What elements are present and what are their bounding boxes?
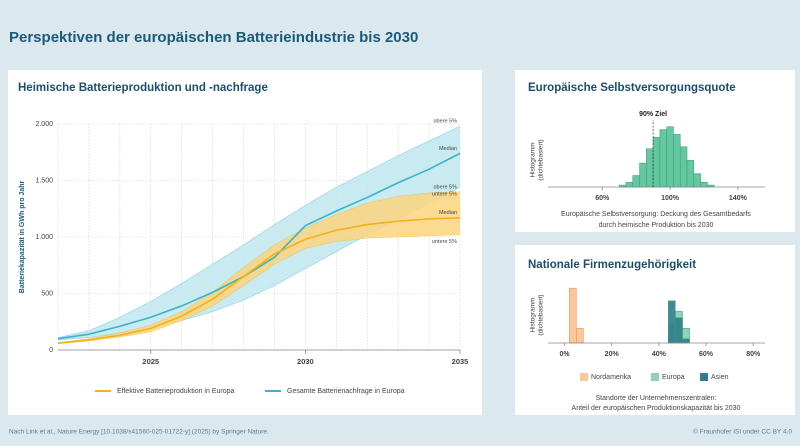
- band-edge: [57, 191, 461, 343]
- x-tick-label: 140%: [729, 195, 748, 202]
- line: [57, 216, 461, 345]
- x-axis-label: Standorte der Unternehmenszentralen:: [595, 395, 716, 402]
- legend-swatch: [580, 373, 588, 381]
- footer-credit: © Fraunhofer ISI under CC BY 4.0: [693, 428, 792, 436]
- chart-title: Europäische Selbstversorgungsquote: [528, 82, 736, 94]
- y-axis-label: (dichtebasiert): [538, 294, 545, 335]
- target-label: 90% Ziel: [639, 111, 667, 118]
- page-title: Perspektiven der europäischen Batteriein…: [9, 29, 418, 46]
- x-tick-label: 0%: [559, 351, 570, 358]
- line: [57, 152, 461, 340]
- bar: [576, 327, 584, 344]
- legend-swatch: [651, 373, 659, 381]
- bar: [625, 181, 634, 188]
- panel: [8, 70, 482, 415]
- y-tick-label: 1.500: [35, 177, 53, 184]
- bar: [700, 181, 708, 188]
- x-tick-label: 80%: [746, 351, 761, 358]
- y-tick-label: 2.000: [35, 121, 53, 128]
- bar: [639, 162, 647, 188]
- chart-title: Nationale Firmenzugehörigkeit: [528, 259, 696, 271]
- legend-label: Gesamte Batterienachfrage in Europa: [287, 388, 405, 395]
- y-axis-label: Batteriekapazität in GWh pro Jahr: [19, 181, 26, 294]
- band-label: untere 5%: [432, 239, 457, 245]
- x-tick-label: 2025: [142, 357, 159, 366]
- y-tick-label: 500: [41, 290, 53, 297]
- bar: [686, 159, 695, 188]
- band-label: obere 5%: [433, 119, 457, 125]
- bar: [682, 338, 690, 344]
- bar: [568, 287, 577, 344]
- legend-label: Europa: [662, 374, 685, 381]
- panel: [515, 245, 795, 415]
- bar: [668, 300, 676, 344]
- bar: [666, 126, 674, 188]
- y-axis-label: (dichtebasiert): [538, 139, 545, 180]
- x-tick-label: 60%: [699, 351, 714, 358]
- legend-label: Nordamerika: [591, 374, 631, 381]
- bar: [646, 148, 654, 188]
- x-axis-label: Europäische Selbstversorgung: Deckung de…: [561, 211, 751, 218]
- x-axis-label: durch heimische Produktion bis 2030: [599, 222, 714, 229]
- legend-label: Asien: [711, 374, 729, 381]
- x-axis-label: Anteil der europäischen Produktionskapaz…: [572, 405, 741, 412]
- x-tick-label: 20%: [605, 351, 620, 358]
- band-label: obere 5%: [433, 184, 457, 190]
- band-label: untere 5%: [432, 192, 457, 198]
- bar: [632, 175, 640, 188]
- band-label: Median: [439, 146, 457, 152]
- y-tick-label: 0: [49, 347, 53, 354]
- bar: [659, 129, 667, 188]
- x-tick-label: 2035: [452, 357, 469, 366]
- bar: [652, 136, 661, 188]
- bar: [693, 173, 701, 188]
- y-tick-label: 1.000: [35, 234, 53, 241]
- chart-title: Heimische Batterieproduktion und -nachfr…: [18, 82, 268, 94]
- band: [58, 126, 460, 340]
- band-label: Median: [439, 210, 457, 216]
- x-tick-label: 2030: [297, 357, 314, 366]
- band-edge: [57, 125, 461, 338]
- bar: [675, 317, 683, 344]
- x-tick-label: 100%: [661, 195, 680, 202]
- legend-label: Effektive Batterieproduktion in Europa: [117, 388, 234, 395]
- x-tick-label: 60%: [595, 195, 610, 202]
- legend-swatch: [700, 373, 708, 381]
- footer-source: Nach Link et al., Nature Energy [10.1038…: [9, 429, 269, 436]
- bar: [679, 146, 688, 188]
- band-edge: [57, 234, 461, 345]
- bar: [673, 134, 681, 188]
- x-tick-label: 40%: [652, 351, 667, 358]
- y-axis-label: Histogramm: [530, 142, 537, 177]
- y-axis-label: Histogramm: [530, 297, 537, 332]
